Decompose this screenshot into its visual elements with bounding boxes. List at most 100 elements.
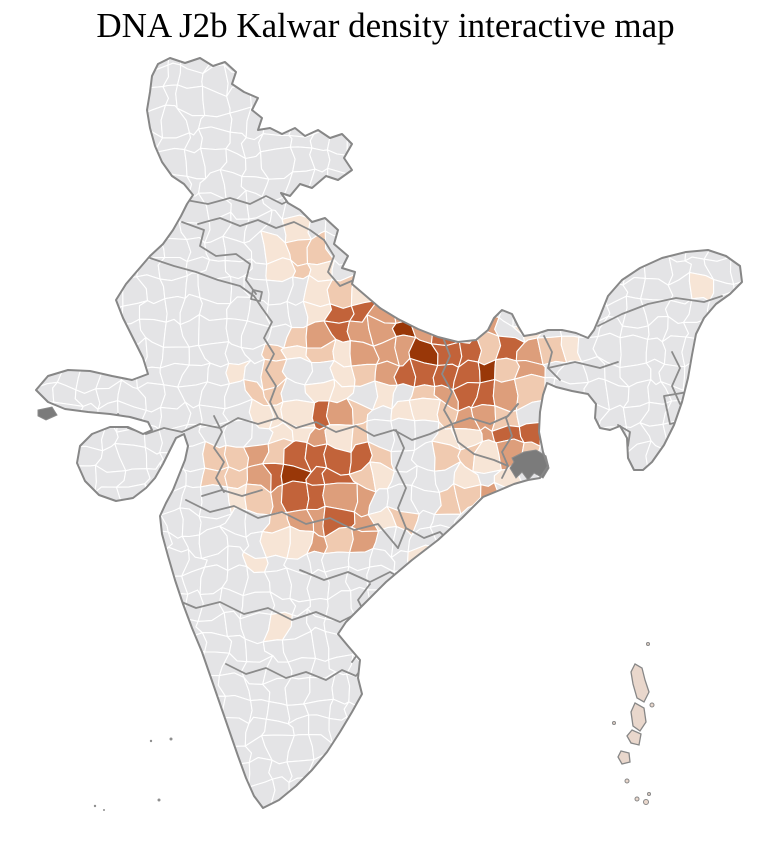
district[interactable] [496,741,525,768]
district[interactable] [53,210,83,244]
district[interactable] [596,147,627,180]
district[interactable] [703,69,736,90]
district[interactable] [133,612,168,641]
district[interactable] [555,548,584,574]
district[interactable] [750,123,771,153]
district[interactable] [223,781,249,803]
district[interactable] [81,231,105,258]
district[interactable] [33,423,62,455]
district[interactable] [488,230,516,261]
district[interactable] [724,424,754,452]
district[interactable] [472,125,504,160]
district[interactable] [682,44,713,75]
district[interactable] [534,715,569,747]
district[interactable] [71,776,101,809]
district[interactable] [179,702,207,725]
district[interactable] [521,741,547,768]
district[interactable] [370,701,397,724]
district[interactable] [705,526,730,559]
district[interactable] [577,800,612,829]
district[interactable] [668,467,690,489]
district[interactable] [517,168,544,196]
district[interactable] [704,442,734,472]
district[interactable] [491,524,520,553]
district[interactable] [134,804,169,831]
district[interactable] [557,610,586,643]
district[interactable] [452,150,479,174]
district[interactable] [729,82,749,118]
district[interactable] [197,798,232,825]
district[interactable] [205,742,229,769]
district[interactable] [703,379,734,410]
district[interactable] [430,257,461,278]
district[interactable] [493,217,524,244]
district[interactable] [99,695,128,725]
district[interactable] [51,125,85,160]
district[interactable] [52,652,80,680]
district[interactable] [18,172,40,201]
district[interactable] [47,693,83,727]
district[interactable] [367,68,399,89]
district[interactable] [432,295,460,327]
district[interactable] [346,111,377,135]
district[interactable] [727,115,751,134]
district[interactable] [457,300,477,325]
district[interactable] [582,277,608,307]
district[interactable] [48,715,86,744]
district[interactable] [161,701,187,724]
district[interactable] [543,376,556,410]
district[interactable] [434,676,463,700]
district[interactable] [324,167,358,195]
district[interactable] [747,43,771,70]
district[interactable] [663,446,690,473]
district[interactable] [578,608,607,639]
district[interactable] [10,587,38,618]
district[interactable] [682,445,712,472]
district[interactable] [330,798,356,829]
district[interactable] [469,210,498,244]
district[interactable] [433,168,463,201]
district[interactable] [542,487,560,510]
district[interactable] [410,259,439,277]
district[interactable] [391,83,416,112]
district[interactable] [686,526,715,559]
district[interactable] [327,85,353,117]
district[interactable] [13,272,40,303]
district[interactable] [52,629,77,658]
district[interactable] [662,696,689,728]
district[interactable] [324,69,350,95]
district[interactable] [709,800,735,822]
district[interactable] [555,211,589,244]
district[interactable] [471,654,505,677]
district[interactable] [577,131,610,151]
district[interactable] [540,700,568,724]
district[interactable] [493,716,524,746]
district[interactable] [413,63,439,95]
district[interactable] [179,718,212,750]
district[interactable] [430,273,460,302]
district[interactable] [30,314,64,342]
district[interactable] [537,168,568,195]
district[interactable] [752,443,771,469]
district[interactable] [458,208,483,238]
district[interactable] [557,651,586,681]
district[interactable] [497,45,523,71]
district[interactable] [370,188,399,220]
district[interactable] [345,565,371,592]
district[interactable] [324,190,352,217]
district[interactable] [748,632,771,659]
district[interactable] [205,716,222,747]
district[interactable] [177,761,211,784]
district[interactable] [518,632,545,661]
district[interactable] [51,503,85,538]
district[interactable] [365,799,397,827]
district[interactable] [468,741,502,764]
district[interactable] [563,192,589,217]
district[interactable] [413,199,442,220]
district[interactable] [139,591,168,616]
district[interactable] [411,754,439,783]
district[interactable] [644,173,667,200]
district[interactable] [479,589,505,615]
district[interactable] [34,507,61,538]
district[interactable] [475,638,495,664]
